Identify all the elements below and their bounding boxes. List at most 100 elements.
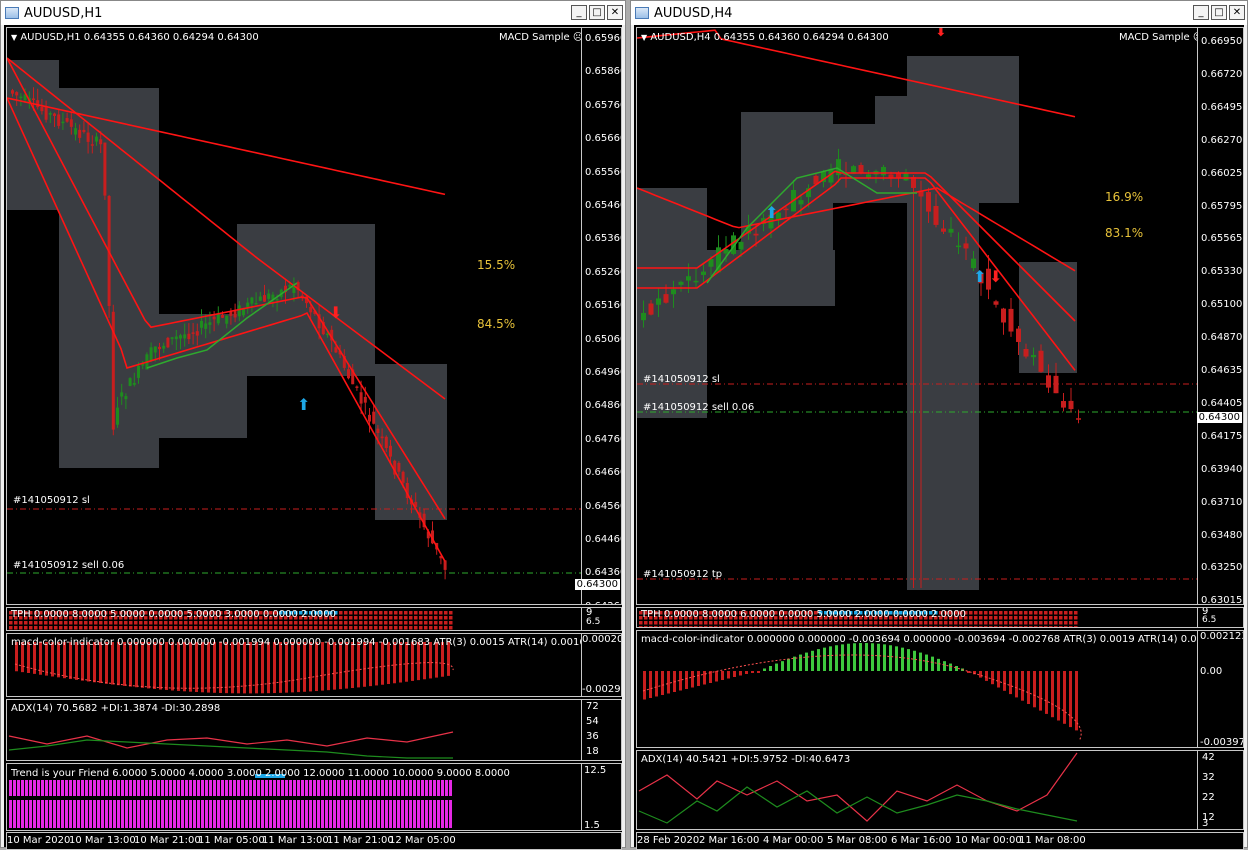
candle-body — [124, 396, 128, 400]
chart-area[interactable]: ⬆ ⬆ ⬇ ⬇ ▼ AUDUSD,H4 0.64355 0.64360 0.64294… — [634, 25, 1244, 850]
trend-bar — [277, 800, 280, 828]
tph-indicator-pane[interactable]: TPH 0.0000 8.0000 5.0000 0.0000 5.0000 3… — [6, 607, 622, 631]
sell-order-label[interactable]: #141050912 sell 0.06 — [13, 560, 125, 571]
tph-cell — [19, 621, 23, 625]
tph-cell — [114, 626, 118, 630]
macd-bar — [327, 642, 330, 691]
tph-cell — [199, 616, 203, 620]
tph-cell — [939, 616, 943, 620]
macd-bar — [105, 642, 108, 684]
tph-cell — [84, 616, 88, 620]
sell-order-label[interactable]: #141050912 sell 0.06 — [643, 402, 755, 413]
tp-order-label[interactable]: #141050912 tp — [643, 569, 723, 580]
tph-cell — [799, 616, 803, 620]
window-titlebar[interactable]: AUDUSD,H1 _ □ ✕ — [1, 1, 625, 25]
trend-bar — [329, 780, 332, 796]
trend-bar — [65, 800, 68, 828]
macd-bar — [405, 642, 408, 682]
main-price-pane[interactable]: ⬆ ⬆ ⬇ ⬇ ▼ AUDUSD,H4 0.64355 0.64360 0.64294… — [636, 27, 1244, 605]
tph-cell — [119, 621, 123, 625]
chart-window-h4[interactable]: AUDUSD,H4 _ □ ✕ ⬆ ⬆ ⬇ ⬇ ▼ AUDUSD,H4 0.64355… — [630, 0, 1248, 850]
tph-cell — [794, 626, 798, 627]
tph-cell — [404, 616, 408, 620]
trend-bar — [49, 800, 52, 828]
adx-indicator-pane[interactable]: ADX(14) 70.5682 +DI:1.3874 -DI:30.2898 7… — [6, 699, 622, 761]
macd-bar — [153, 642, 156, 689]
tph-cell — [189, 621, 193, 625]
window-titlebar[interactable]: AUDUSD,H4 _ □ ✕ — [631, 1, 1247, 25]
close-button[interactable]: ✕ — [607, 5, 623, 20]
tph-cell — [1059, 611, 1063, 615]
trend-indicator-pane[interactable]: Trend is your Friend 6.0000 5.0000 4.000… — [6, 763, 622, 831]
tph-cell — [1069, 621, 1073, 625]
tph-cell — [1034, 621, 1038, 625]
tph-cell — [639, 611, 643, 615]
macd-bar — [75, 642, 78, 680]
tph-cell — [139, 621, 143, 625]
sl-order-label[interactable]: #141050912 sl — [13, 495, 90, 506]
chart-area[interactable]: ⬆ ⬇ ▼ AUDUSD,H1 0.64355 0.64360 0.64294 0… — [4, 25, 622, 850]
trend-bar — [269, 800, 272, 828]
time-axis[interactable]: 28 Feb 2020 2 Mar 16:00 4 Mar 00:00 5 Mar 0… — [636, 832, 1244, 850]
tph-cell — [59, 621, 63, 625]
ma-long-line — [7, 97, 446, 196]
candle-body — [342, 355, 346, 368]
sell-arrow-icon: ⬇ — [989, 267, 1002, 286]
trend-bar — [245, 780, 248, 796]
tph-cell — [779, 616, 783, 620]
adx-indicator-pane[interactable]: ADX(14) 40.5421 +DI:5.9752 -DI:40.6473 4… — [636, 750, 1244, 830]
tph-cell — [94, 611, 98, 615]
tph-cell — [344, 616, 348, 620]
tph-cell — [789, 626, 793, 627]
main-price-pane[interactable]: ⬆ ⬇ ▼ AUDUSD,H1 0.64355 0.64360 0.64294 0… — [6, 27, 622, 605]
trend-bar — [65, 780, 68, 796]
trend-cyan-bar — [255, 774, 285, 778]
tph-cell — [114, 621, 118, 625]
trend-bar — [269, 780, 272, 796]
minimize-button[interactable]: _ — [1193, 5, 1209, 20]
close-button[interactable]: ✕ — [1229, 5, 1245, 20]
tph-cell — [334, 616, 338, 620]
tph-cell — [349, 621, 353, 625]
macd-bar — [63, 642, 66, 679]
trend-label: Trend is your Friend 6.0000 5.0000 4.000… — [11, 768, 510, 779]
macd-indicator-pane[interactable]: macd-color-indicator 0.000000 0.000000 -… — [636, 630, 1244, 748]
tph-cell — [294, 611, 298, 615]
current-price-tag: 0.64300 — [574, 579, 620, 590]
trend-bar — [41, 800, 44, 828]
chart-window-h1[interactable]: AUDUSD,H1 _ □ ✕ ⬆ ⬇ ▼ AUDUSD,H1 0.64355 0… — [0, 0, 626, 850]
minimize-button[interactable]: _ — [571, 5, 587, 20]
tph-cell — [879, 626, 883, 627]
tph-cell — [384, 616, 388, 620]
tph-cell — [829, 626, 833, 627]
maximize-button[interactable]: □ — [589, 5, 605, 20]
tph-cell — [264, 616, 268, 620]
candle-body — [828, 168, 834, 183]
tph-cell — [204, 616, 208, 620]
macd-bar — [757, 671, 760, 673]
sl-order-label[interactable]: #141050912 sl — [643, 374, 720, 385]
tph-cell — [444, 616, 448, 620]
macd-indicator-pane[interactable]: macd-color-indicator 0.000000 0.000000 -… — [6, 633, 622, 697]
candle-body — [836, 159, 841, 176]
macd-bar — [441, 642, 444, 677]
macd-bar — [333, 642, 336, 690]
trend-bar — [405, 780, 408, 796]
tph-cell — [799, 621, 803, 625]
time-axis[interactable]: 10 Mar 2020 10 Mar 13:00 10 Mar 21:00 11 Ma… — [6, 832, 622, 850]
macd-bar — [399, 642, 402, 683]
time-tick: 10 Mar 13:00 — [69, 835, 136, 846]
maximize-button[interactable]: □ — [1211, 5, 1227, 20]
macd-bar — [255, 642, 258, 694]
tph-cell — [984, 626, 988, 627]
tph-indicator-pane[interactable]: TPH 0.0000 8.0000 6.0000 0.0000 5.0000 2… — [636, 607, 1244, 628]
tph-cell — [979, 611, 983, 615]
trend-bar — [309, 780, 312, 796]
candle-body — [32, 98, 35, 100]
tph-cell — [989, 626, 993, 627]
price-axis[interactable]: 0.66950 0.66720 0.66495 0.66270 0.66025 0.657… — [1196, 28, 1243, 604]
